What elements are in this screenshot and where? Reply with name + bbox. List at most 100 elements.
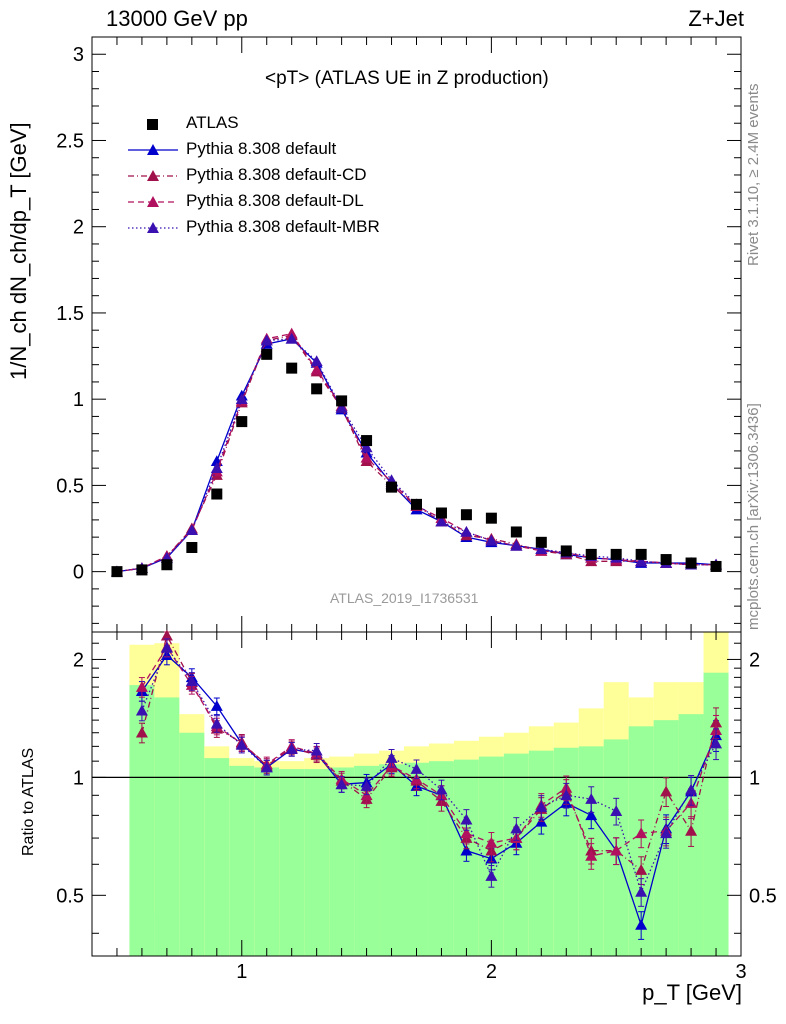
series-line-cd (116, 334, 717, 573)
band-inner-bin (329, 767, 355, 956)
ratio-y-tick-label-left: 0.5 (56, 885, 84, 907)
ratio-marker-mbr (335, 778, 348, 790)
y-tick-label: 1.5 (56, 303, 84, 325)
ratio-marker-mbr (310, 744, 323, 756)
ratio-marker-default (585, 809, 598, 821)
ratio-marker-mbr (510, 822, 523, 834)
ratio-y-tick-label-left: 2 (73, 649, 84, 671)
y-tick-label: 0 (73, 562, 84, 584)
ratio-marker-default (635, 918, 648, 930)
legend-line-dotted-icon (128, 222, 178, 233)
y-tick-label: 3 (73, 44, 84, 66)
ratio-marker-mbr (410, 763, 423, 774)
ratio-marker-mbr (460, 813, 473, 825)
ratio-marker-mbr (660, 827, 673, 839)
marker-mbr (510, 539, 523, 551)
ratio-marker-cd (660, 785, 673, 797)
marker-atlas (710, 560, 722, 572)
marker-atlas (236, 416, 248, 428)
marker-atlas (211, 488, 223, 500)
marker-mbr (310, 355, 323, 367)
y-tick-label: 2.5 (56, 130, 84, 152)
marker-atlas (485, 512, 497, 524)
ratio-marker-mbr (260, 761, 273, 773)
ratio-y-tick-label-left: 1 (73, 767, 84, 789)
marker-mbr (485, 534, 498, 546)
ratio-marker-default (460, 844, 473, 856)
ratio-marker-cd (635, 864, 648, 875)
y-axis-label-main: 1/N_ch dN_ch/dp_T [GeV] (6, 122, 31, 380)
marker-atlas (361, 435, 373, 447)
marker-atlas (460, 509, 472, 521)
ratio-marker-mbr (535, 801, 548, 812)
ratio-marker-mbr (185, 675, 198, 686)
marker-atlas (136, 564, 148, 576)
ratio-marker-mbr (435, 783, 448, 795)
ratio-marker-mbr (235, 738, 248, 750)
marker-mbr (460, 525, 473, 537)
marker-atlas (685, 557, 697, 569)
marker-mbr (635, 555, 648, 567)
ratio-marker-mbr (560, 789, 573, 801)
legend-marker-square-icon (147, 119, 158, 130)
x-tick-label: 3 (735, 961, 746, 983)
marker-atlas (660, 554, 672, 566)
ratio-marker-mbr (135, 704, 148, 716)
ratio-marker-mbr (385, 752, 398, 763)
ratio-marker-default (210, 700, 223, 711)
legend-label-mbr: Pythia 8.308 default-MBR (186, 217, 380, 236)
marker-mbr (260, 334, 273, 346)
ratio-y-tick-label-right: 1 (749, 767, 760, 789)
marker-dl (360, 451, 373, 463)
y-axis-label-ratio: Ratio to ATLAS (20, 747, 37, 856)
band-inner-bin (304, 769, 330, 956)
legend-line-dashed-icon (128, 196, 178, 207)
ratio-marker-dl (135, 681, 148, 692)
legend-item-atlas: ATLAS (120, 112, 420, 136)
marker-mbr (235, 393, 248, 404)
ratio-marker-mbr (585, 793, 598, 804)
rivet-version-label: Rivet 3.1.10, ≥ 2.4M events (745, 83, 762, 267)
marker-mbr (435, 515, 448, 527)
legend-line-dashdot-icon (128, 170, 178, 181)
ratio-y-tick-label-right: 0.5 (749, 885, 777, 907)
ratio-marker-dl (460, 827, 473, 839)
ratio-marker-dl (585, 849, 598, 861)
x-tick-label: 2 (486, 961, 497, 983)
marker-mbr (535, 543, 548, 555)
legend-item-default: Pythia 8.308 default (120, 138, 420, 162)
ratio-line-mbr (141, 646, 717, 894)
x-axis-label: p_T [GeV] (642, 980, 742, 1005)
analysis-watermark: ATLAS_2019_I1736531 (330, 590, 479, 606)
band-inner-bin (379, 764, 405, 956)
ratio-marker-cd (685, 824, 698, 836)
x-tick-label: 1 (236, 961, 247, 983)
ratio-marker-mbr (635, 885, 648, 897)
ratio-line-default (141, 654, 717, 928)
chart-title: <pT> (ATLAS UE in Z production) (265, 68, 549, 89)
marker-atlas (186, 541, 198, 553)
ratio-y-tick-label-right: 2 (749, 649, 760, 671)
marker-atlas (111, 566, 123, 578)
ratio-marker-mbr (210, 717, 223, 729)
marker-mbr (210, 462, 223, 473)
ratio-marker-mbr (160, 641, 173, 653)
marker-atlas (161, 559, 173, 571)
ratio-marker-mbr (710, 737, 723, 749)
ratio-marker-dl (485, 836, 498, 848)
marker-atlas (535, 536, 547, 548)
ratio-marker-mbr (610, 805, 623, 816)
marker-atlas (510, 526, 522, 538)
legend-line-solid-icon (128, 144, 178, 155)
legend-label-atlas: ATLAS (186, 113, 239, 132)
ratio-marker-dl (635, 827, 648, 839)
y-tick-label: 1 (73, 389, 84, 411)
marker-atlas (560, 545, 572, 557)
ratio-marker-mbr (285, 743, 298, 755)
band-inner-bin (279, 769, 305, 956)
band-inner-bin (254, 767, 280, 956)
marker-mbr (335, 401, 348, 413)
ratio-marker-dl (610, 844, 623, 856)
mcplots-source-label: mcplots.cern.ch [arXiv:1306.3436] (745, 403, 762, 630)
